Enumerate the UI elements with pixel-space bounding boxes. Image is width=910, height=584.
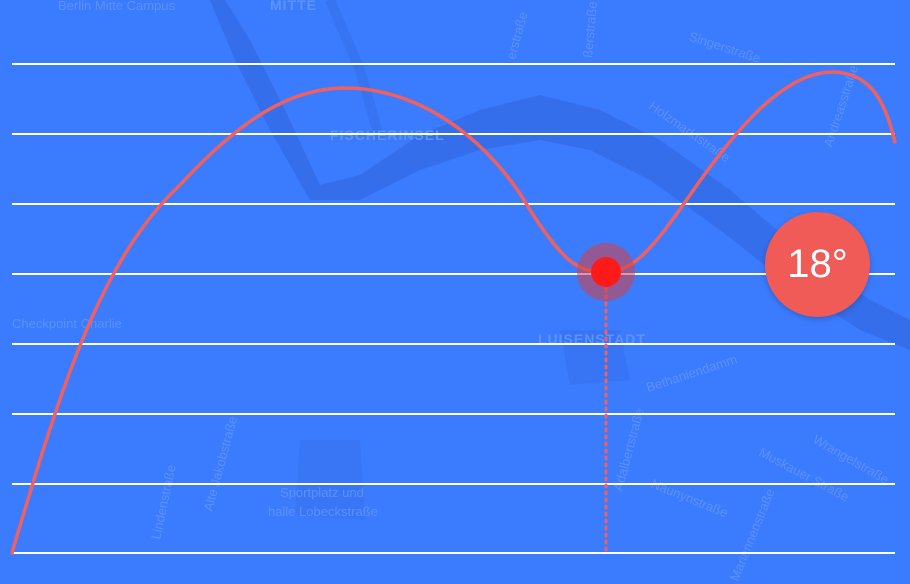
selected-point-marker[interactable] [591,257,621,287]
map-label-sportplatz-line1: Sportplatz und [280,485,364,500]
grid-lines [12,63,895,554]
map-label-berlin-mitte-campus: Berlin Mitte Campus [58,0,176,13]
temperature-badge: 18° [765,212,870,317]
canal [325,0,385,142]
temperature-curve [10,70,897,555]
map-label-sportplatz-line2: halle Lobeckstraße [268,504,378,519]
map-label-mitte: MITTE [270,0,317,13]
district-block-2 [295,440,365,520]
map-label-checkpoint-charlie: Checkpoint Charlie [12,316,122,331]
temperature-value: 18° [787,242,848,286]
river-spree [210,0,910,350]
map-label-strasse-top2: ßerstraße [580,1,600,58]
